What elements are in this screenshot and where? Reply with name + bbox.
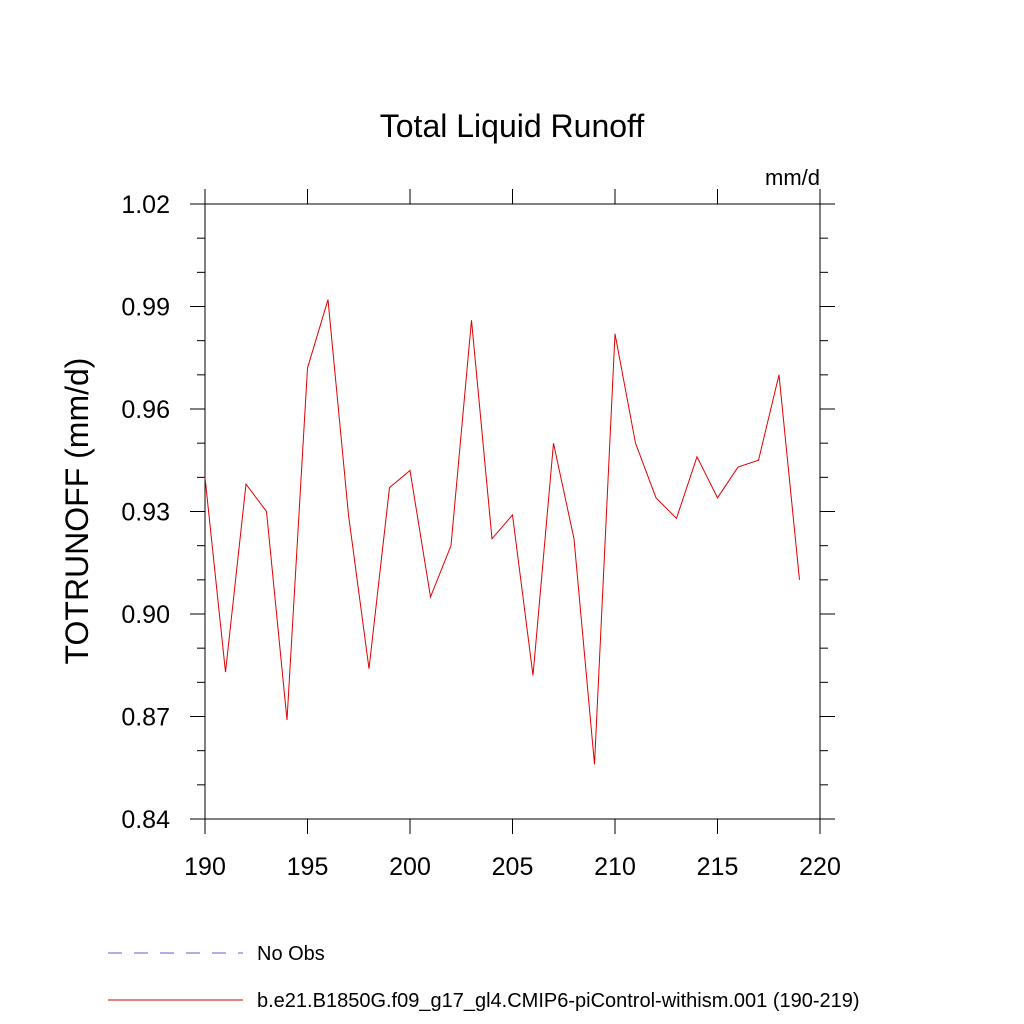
x-tick-label: 210 bbox=[594, 853, 636, 881]
legend-label-no-obs: No Obs bbox=[257, 943, 325, 965]
units-label: mm/d bbox=[765, 165, 820, 190]
x-tick-label: 205 bbox=[492, 853, 534, 881]
y-axis-label: TOTRUNOFF (mm/d) bbox=[59, 358, 95, 665]
y-ticks: 0.84 0.87 0.90 0.93 0.96 0.99 1.02 bbox=[121, 191, 835, 834]
y-tick-label: 0.93 bbox=[121, 499, 170, 527]
legend-label-control: b.e21.B1850G.f09_g17_gl4.CMIP6-piControl… bbox=[257, 990, 860, 1012]
legend: No Obs b.e21.B1850G.f09_g17_gl4.CMIP6-pi… bbox=[108, 943, 860, 1012]
chart-title: Total Liquid Runoff bbox=[380, 108, 645, 144]
x-tick-label: 215 bbox=[697, 853, 739, 881]
y-tick-label: 0.96 bbox=[121, 396, 170, 424]
x-tick-label: 220 bbox=[799, 853, 841, 881]
y-tick-label: 0.99 bbox=[121, 294, 170, 322]
series-layer bbox=[204, 299, 800, 765]
y-tick-label: 0.87 bbox=[121, 704, 170, 732]
y-tick-label: 0.90 bbox=[121, 601, 170, 629]
y-tick-label: 0.84 bbox=[121, 806, 170, 834]
x-tick-label: 200 bbox=[389, 853, 431, 881]
x-ticks: 190 195 200 205 210 215 220 bbox=[184, 189, 841, 881]
x-tick-label: 190 bbox=[184, 853, 226, 881]
series-line bbox=[204, 299, 800, 765]
x-tick-label: 195 bbox=[287, 853, 329, 881]
y-tick-label: 1.02 bbox=[121, 191, 170, 219]
plot-frame bbox=[204, 203, 821, 820]
